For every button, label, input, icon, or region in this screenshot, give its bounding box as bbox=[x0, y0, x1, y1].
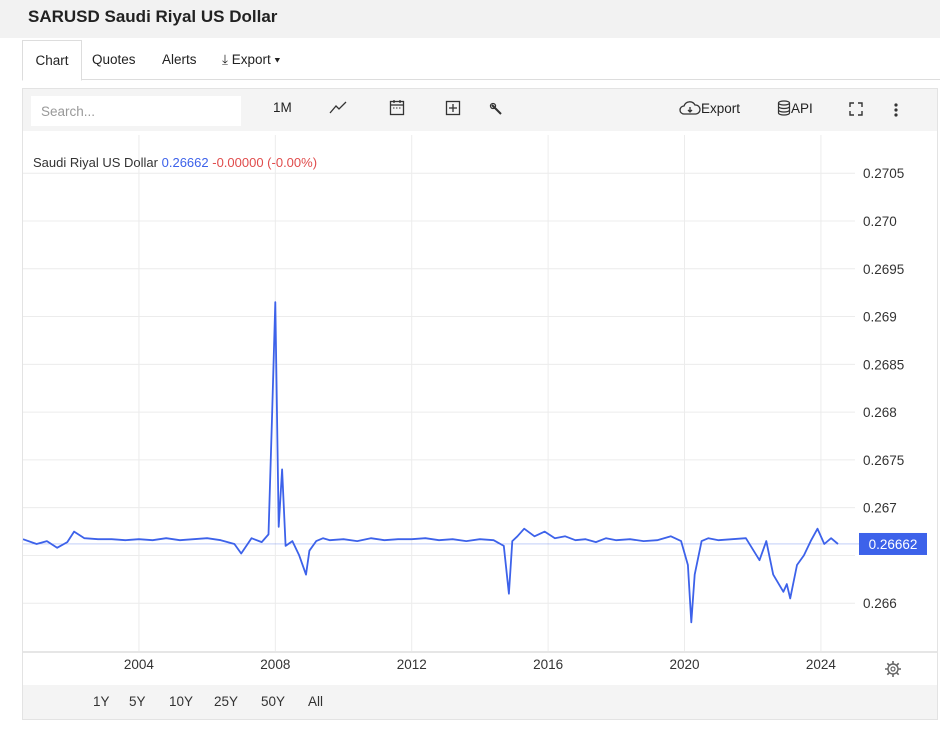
search-input[interactable] bbox=[31, 96, 241, 126]
chart-legend: Saudi Riyal US Dollar 0.26662 -0.00000 (… bbox=[33, 155, 317, 170]
grid-lines bbox=[23, 135, 937, 653]
range-5y[interactable]: 5Y bbox=[129, 694, 146, 709]
range-10y[interactable]: 10Y bbox=[169, 694, 194, 709]
range-selector: 1Y 5Y 10Y 25Y 50Y All bbox=[23, 685, 937, 719]
add-indicator-icon[interactable] bbox=[445, 100, 461, 116]
line-chart-icon[interactable] bbox=[329, 101, 347, 115]
chart-frame: 1M Export API 0.266 0.267 0.2675 0.268 0.268… bbox=[22, 88, 938, 720]
x-tick-label: 2024 bbox=[806, 657, 837, 672]
last-value-label: 0.26662 bbox=[869, 537, 918, 552]
chart-toolbar: 1M Export API bbox=[23, 89, 937, 131]
fullscreen-icon[interactable] bbox=[849, 102, 863, 116]
tab-export[interactable]: ⤓ Export ▾ bbox=[222, 52, 281, 67]
last-value-marker: 0.26662 bbox=[23, 532, 927, 555]
tab-alerts[interactable]: Alerts bbox=[162, 52, 197, 67]
range-1y[interactable]: 1Y bbox=[93, 694, 110, 709]
y-tick-label: 0.268 bbox=[863, 405, 897, 420]
x-tick-label: 2012 bbox=[397, 657, 427, 672]
cloud-download-icon bbox=[679, 101, 701, 116]
y-tick-label: 0.2685 bbox=[863, 357, 904, 372]
x-tick-label: 2004 bbox=[124, 657, 155, 672]
range-50y[interactable]: 50Y bbox=[261, 694, 286, 709]
y-tick-label: 0.2705 bbox=[863, 166, 904, 181]
interval-button[interactable]: 1M bbox=[273, 100, 292, 115]
legend-change: -0.00000 (-0.00%) bbox=[212, 155, 318, 170]
title-bar: SARUSD Saudi Riyal US Dollar bbox=[0, 0, 940, 38]
settings-gear-icon[interactable] bbox=[885, 661, 901, 677]
y-tick-label: 0.2675 bbox=[863, 453, 904, 468]
tab-quotes[interactable]: Quotes bbox=[92, 52, 136, 67]
x-axis-labels: 2004 2008 2012 2016 2020 2024 bbox=[124, 657, 836, 672]
series-line bbox=[23, 301, 839, 624]
range-all[interactable]: All bbox=[308, 694, 324, 709]
x-tick-label: 2020 bbox=[669, 657, 699, 672]
page-title: SARUSD Saudi Riyal US Dollar bbox=[28, 7, 278, 26]
x-tick-label: 2008 bbox=[260, 657, 290, 672]
y-tick-label: 0.266 bbox=[863, 596, 897, 611]
more-options-icon[interactable] bbox=[893, 102, 899, 118]
y-tick-label: 0.267 bbox=[863, 501, 897, 516]
y-axis-labels: 0.266 0.267 0.2675 0.268 0.2685 0.269 0.2695 0.… bbox=[863, 166, 904, 611]
api-label: API bbox=[791, 100, 813, 116]
x-tick-label: 2016 bbox=[533, 657, 563, 672]
api-button[interactable]: API bbox=[777, 100, 813, 117]
price-series bbox=[23, 301, 839, 624]
y-tick-label: 0.2695 bbox=[863, 262, 904, 277]
legend-series-name: Saudi Riyal US Dollar bbox=[33, 155, 158, 170]
export-label: Export bbox=[701, 100, 741, 116]
y-tick-label: 0.270 bbox=[863, 214, 897, 229]
wrench-icon[interactable] bbox=[489, 102, 505, 118]
calendar-icon[interactable] bbox=[389, 99, 405, 116]
y-tick-label: 0.269 bbox=[863, 310, 897, 325]
legend-price: 0.26662 bbox=[161, 155, 209, 170]
database-icon bbox=[777, 100, 791, 117]
price-chart[interactable]: 0.266 0.267 0.2675 0.268 0.2685 0.269 0.2695 0.… bbox=[23, 131, 937, 685]
tab-chart[interactable]: Chart bbox=[22, 40, 82, 81]
export-button[interactable]: Export bbox=[679, 100, 740, 116]
tab-bar: Chart Quotes Alerts ⤓ Export ▾ bbox=[22, 40, 940, 81]
range-25y[interactable]: 25Y bbox=[214, 694, 239, 709]
last-value-badge bbox=[859, 532, 927, 555]
